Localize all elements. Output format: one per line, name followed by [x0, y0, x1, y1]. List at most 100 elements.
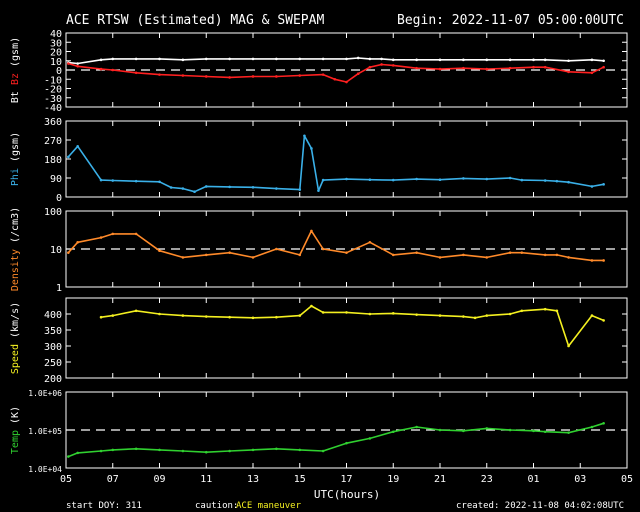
series-bz-point: [158, 73, 161, 76]
series-speed-point: [438, 314, 442, 317]
series-temp-point: [567, 431, 570, 434]
panel-frame: [65, 391, 628, 469]
y-axis-label-part: (K): [10, 406, 21, 430]
series-bz-point: [532, 65, 535, 69]
series-bt-point: [356, 56, 360, 60]
series-bz-point: [204, 75, 208, 78]
series-density-point: [602, 259, 605, 262]
series-speed-point: [345, 311, 348, 314]
series-speed-point: [275, 315, 278, 319]
series-density-point: [111, 232, 115, 236]
series-bz-point: [462, 66, 465, 70]
series-phi-point: [251, 185, 255, 189]
series-speed-point: [543, 307, 547, 311]
y-tick-label: 1.0E+05: [28, 427, 62, 436]
series-temp-point: [391, 430, 395, 434]
series-temp-point: [134, 447, 138, 451]
series-density-point: [543, 253, 547, 257]
series-speed-point: [158, 312, 161, 316]
series-speed-point: [251, 316, 255, 320]
series-bz-point: [251, 75, 255, 78]
y-axis-label-part: (/cm3): [10, 207, 21, 249]
y-tick-label: 200: [44, 374, 62, 385]
series-speed-point: [99, 315, 103, 319]
y-tick-label: 300: [44, 342, 62, 353]
y-tick-label: 20: [50, 48, 62, 59]
series-density-point: [345, 251, 348, 254]
series-bt-point: [391, 58, 395, 62]
series-phi-point: [298, 188, 302, 191]
series-phi-point: [228, 185, 231, 189]
series-bt-point: [345, 57, 348, 61]
series-temp-point: [204, 450, 208, 454]
series-bz-point: [76, 65, 79, 68]
series-phi-point: [485, 177, 489, 181]
series-phi-point: [169, 186, 173, 189]
series-bz-point: [415, 66, 418, 70]
chart-title: ACE RTSW (Estimated) MAG & SWEPAM: [66, 13, 324, 28]
series-temp-point: [228, 449, 231, 453]
series-density-point: [134, 232, 138, 236]
y-axis-label-part: (km/s): [10, 302, 21, 344]
series-bz-point: [67, 62, 70, 65]
series-density-point: [76, 241, 79, 244]
series-speed-point: [321, 311, 325, 314]
x-tick-label: 23: [481, 474, 493, 485]
y-tick-label: 10: [50, 245, 62, 256]
series-temp-point: [275, 447, 278, 451]
y-axis-label-part: Temp: [10, 430, 21, 454]
series-temp-point: [321, 449, 325, 453]
y-tick-label: 10: [50, 57, 62, 68]
series-temp-point: [345, 441, 348, 445]
series-temp-point: [508, 428, 512, 432]
series-bz-point: [438, 67, 442, 71]
start-doy: start DOY: 311: [66, 501, 142, 511]
series-phi-point: [181, 187, 185, 190]
series-bt-point: [590, 58, 594, 62]
series-bz-point: [99, 67, 103, 71]
series-phi-point: [415, 177, 418, 181]
series-density-line: [67, 230, 604, 262]
y-tick-label: 360: [44, 117, 62, 128]
begin-time: Begin: 2022-11-07 05:00:00UTC: [397, 13, 624, 28]
y-tick-label: 1: [56, 283, 62, 294]
series-temp-point: [158, 448, 161, 452]
x-tick-label: 03: [574, 474, 586, 485]
series-speed-line: [100, 305, 604, 347]
series-bt-point: [485, 58, 489, 62]
series-speed-point: [228, 315, 231, 319]
series-temp-point: [602, 422, 605, 425]
series-temp-point: [181, 449, 185, 453]
x-tick-label: 19: [387, 474, 399, 485]
series-bt-point: [321, 57, 325, 61]
panel-2: 360 270 180 90 0 Phi (gsm): [10, 117, 628, 204]
series-bz-point: [356, 72, 360, 75]
series-bt-point: [158, 57, 161, 61]
x-tick-label: 21: [434, 474, 446, 485]
series-bt-point: [508, 58, 512, 62]
y-tick-label: -30: [44, 94, 62, 105]
series-temp-point: [251, 448, 255, 452]
series-bz-point: [567, 70, 570, 74]
series-speed-point: [368, 312, 372, 316]
series-bz-point: [298, 74, 302, 77]
series-phi-point: [321, 178, 325, 182]
series-phi-point: [391, 178, 395, 182]
series-bz-point: [228, 76, 231, 79]
series-bt-point: [438, 58, 442, 62]
y-tick-label: 270: [44, 136, 62, 147]
series-speed-point: [181, 314, 185, 317]
series-bt-point: [76, 62, 79, 65]
y-tick-label: -10: [44, 75, 62, 86]
series-phi-point: [111, 179, 115, 182]
series-speed-point: [567, 344, 570, 348]
series-phi-point: [134, 179, 138, 183]
series-bz-point: [275, 75, 278, 78]
x-tick-label: 17: [340, 474, 352, 485]
panel-frame: [65, 120, 628, 198]
series-speed-point: [134, 309, 138, 313]
x-tick-label: 05: [621, 474, 633, 485]
series-phi-point: [567, 180, 570, 184]
y-tick-label: -40: [44, 103, 62, 114]
